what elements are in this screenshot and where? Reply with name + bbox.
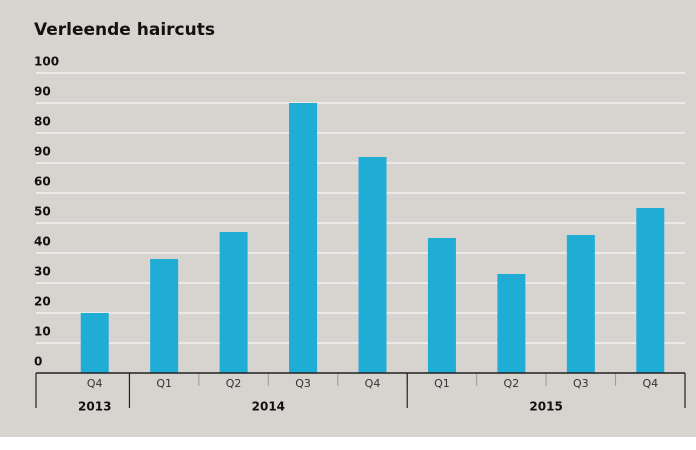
y-tick-label: 80 <box>34 115 51 129</box>
group-label: 2013 <box>78 400 111 414</box>
x-tick-label: Q4 <box>365 377 381 390</box>
y-tick-label: 0 <box>34 355 42 369</box>
chart-title: Verleende haircuts <box>34 20 215 40</box>
y-tick-label: 30 <box>34 265 51 279</box>
y-tick-label: 20 <box>34 295 51 309</box>
x-tick-label: Q4 <box>642 377 658 390</box>
x-tick-label: Q3 <box>295 377 311 390</box>
bar <box>566 235 595 373</box>
bar <box>427 238 456 373</box>
x-tick-label: Q4 <box>87 377 103 390</box>
bar <box>219 232 248 373</box>
y-tick-label: 90 <box>34 145 51 159</box>
x-tick-label: Q2 <box>504 377 520 390</box>
y-tick-label: 40 <box>34 235 51 249</box>
x-tick-label: Q3 <box>573 377 589 390</box>
x-tick-label: Q1 <box>156 377 172 390</box>
bar <box>80 313 109 373</box>
bar <box>497 274 526 373</box>
group-label: 2015 <box>529 400 562 414</box>
bar <box>636 208 665 373</box>
x-tick-label: Q2 <box>226 377 242 390</box>
bar <box>289 103 318 373</box>
y-tick-label: 90 <box>34 85 51 99</box>
x-tick-label: Q1 <box>434 377 450 390</box>
y-tick-label: 10 <box>34 325 51 339</box>
y-tick-label: 50 <box>34 205 51 219</box>
bar <box>358 157 387 373</box>
y-tick-label: 60 <box>34 175 51 189</box>
y-tick-label: 100 <box>34 55 59 69</box>
bar <box>150 259 179 373</box>
group-label: 2014 <box>252 400 285 414</box>
